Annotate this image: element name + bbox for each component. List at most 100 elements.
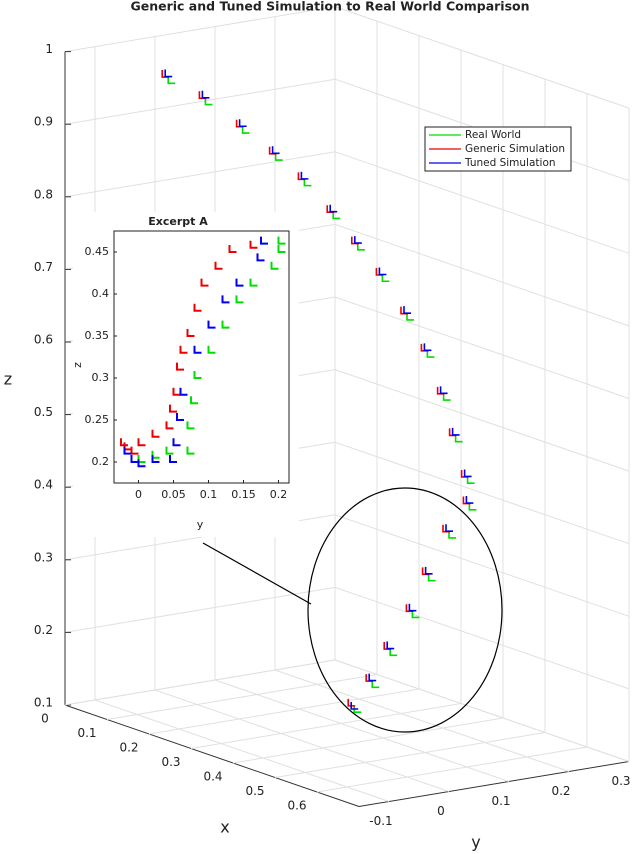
x-tick-label: 0.2 [270, 488, 288, 501]
pose-marker [235, 295, 244, 304]
x-tick-label: 0.6 [287, 799, 306, 813]
pose-marker [165, 421, 174, 430]
grid-line [334, 441, 630, 545]
pose-marker [241, 126, 250, 134]
pose-marker [371, 680, 380, 689]
pose-marker [165, 446, 174, 455]
pose-marker [277, 236, 286, 245]
pose-marker [120, 438, 128, 447]
pose-marker [329, 204, 338, 213]
pose-marker [249, 240, 258, 249]
grid-line [64, 659, 336, 706]
pose-marker [442, 393, 451, 401]
x-tick-label: 0.1 [200, 488, 218, 501]
pose-marker [193, 303, 202, 312]
legend: Real World Generic Simulation Tuned Simula… [424, 126, 572, 172]
inset-chart: Excerpt A y z 0 0.05 0.1 0.15 0.2 0.2 0.25 0.3 0… [71, 212, 299, 537]
grid-line [64, 586, 336, 633]
pose-marker [151, 455, 160, 463]
x-tick-label: 0.1 [77, 726, 96, 740]
pose-marker [445, 524, 453, 532]
pose-marker [465, 496, 474, 504]
grid-line [334, 151, 630, 254]
pose-marker [186, 446, 195, 455]
grid-line [334, 6, 630, 109]
grid-line [214, 679, 510, 782]
z-tick-label: 1 [45, 42, 53, 56]
pose-marker [347, 698, 356, 707]
inset-x-label: y [197, 518, 204, 531]
pose-marker [403, 306, 411, 314]
pose-marker [354, 236, 362, 244]
y-tick-label: 0.25 [85, 413, 110, 426]
grid-line [274, 669, 570, 772]
grid-line [316, 746, 588, 793]
pose-marker [207, 320, 216, 329]
pose-marker [172, 387, 181, 396]
pose-marker [270, 261, 279, 270]
x-tick-label: 0.05 [161, 488, 186, 501]
z-axis-label: z [4, 370, 12, 389]
pose-marker [214, 261, 223, 270]
pose-marker [179, 345, 188, 354]
x-tick-label: 0.5 [245, 784, 264, 798]
legend-label: Real World [465, 129, 521, 141]
y-tick-label: 0.3 [611, 774, 630, 788]
pose-marker [172, 438, 181, 447]
pose-marker [300, 171, 309, 180]
pose-marker [200, 278, 209, 287]
pose-marker [137, 438, 146, 447]
z-tick-label: 0.6 [34, 333, 53, 347]
pose-marker [169, 455, 177, 463]
chart-title: Generic and Tuned Simulation to Real Wor… [130, 0, 529, 14]
legend-label: Tuned Simulation [464, 157, 556, 169]
grid-line [334, 514, 630, 617]
pose-marker [274, 153, 283, 161]
pose-marker [448, 530, 456, 539]
pose-marker [164, 69, 173, 78]
grid-line [64, 6, 336, 53]
y-tick-label: 0.45 [85, 245, 110, 258]
pose-marker [221, 320, 230, 329]
pose-marker [179, 387, 188, 396]
pose-marker [260, 236, 268, 245]
z-tick-label: 0.9 [34, 115, 53, 129]
pose-marker [439, 386, 448, 395]
pose-marker [137, 459, 146, 468]
z-tick-label: 0.3 [34, 550, 53, 564]
pose-marker [130, 455, 139, 463]
pose-marker [176, 413, 184, 421]
pose-marker [167, 76, 176, 85]
y-tick-label: 0.2 [551, 784, 570, 798]
grid-line [64, 78, 336, 125]
grid-line [334, 223, 630, 327]
grid-line [334, 296, 630, 399]
pose-marker [451, 427, 460, 436]
pose-marker [238, 119, 247, 128]
pose-marker [303, 178, 312, 187]
x-tick-label: 0.2 [119, 741, 138, 755]
pose-marker [468, 502, 477, 511]
pose-marker [176, 362, 184, 371]
grid-line [232, 717, 504, 764]
pose-marker [424, 566, 433, 575]
y-tick-label: 0.4 [92, 287, 110, 300]
pose-marker [201, 90, 210, 99]
pose-marker [221, 295, 230, 304]
pose-marker [151, 429, 160, 438]
legend-label: Generic Simulation [465, 143, 565, 155]
y-tick-label: 0.1 [491, 794, 510, 808]
pose-marker [466, 476, 475, 485]
pose-marker [381, 274, 390, 283]
y-tick-label: 0.3 [92, 371, 110, 384]
pose-marker [190, 396, 198, 405]
pose-marker [235, 278, 244, 287]
z-tick-label: 0.5 [34, 405, 53, 419]
pose-marker [207, 345, 216, 354]
x-tick-label: 0 [41, 712, 49, 726]
pose-marker [228, 245, 237, 253]
x-tick-label: 0.4 [203, 770, 222, 784]
pose-marker [406, 312, 414, 321]
y-tick-label: -0.1 [369, 814, 392, 828]
